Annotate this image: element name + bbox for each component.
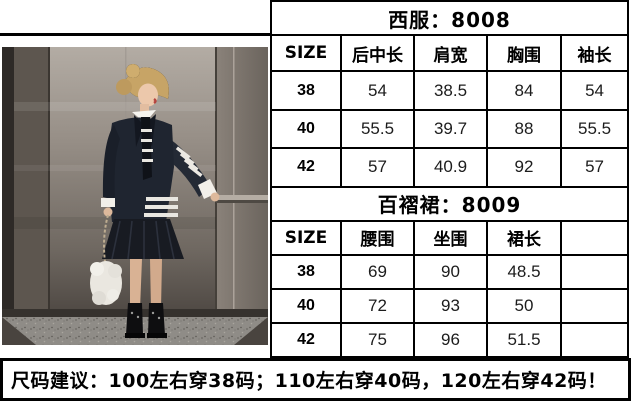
- table-cell: 84: [486, 70, 562, 111]
- column-header-empty: [559, 219, 630, 256]
- table-cell: 54: [559, 70, 630, 111]
- table2-header-row: SIZE 腰围 坐围 裙长: [270, 219, 630, 256]
- column-header-waist: 腰围: [340, 219, 415, 256]
- column-header-shoulder: 肩宽: [413, 34, 488, 73]
- table-cell: 69: [340, 253, 415, 290]
- table-cell: 38: [270, 253, 342, 290]
- striped-tie: [141, 117, 153, 180]
- table2-title: 百褶裙：8009: [269, 185, 630, 222]
- table-cell: 39.7: [413, 108, 488, 150]
- table2-title-row: 百褶裙：8009: [269, 185, 630, 222]
- table-cell: 57: [340, 147, 415, 188]
- elevator-scene-graphic: [2, 47, 268, 345]
- table1-title: 西服：8008: [269, 0, 630, 37]
- model-figure: [90, 64, 220, 338]
- column-header-bust: 胸围: [486, 34, 562, 73]
- table-cell: 38.5: [413, 70, 488, 111]
- table-cell: [559, 253, 630, 290]
- size-advice-banner: 尺码建议：100左右穿38码；110左右穿40码，120左右穿42码！: [0, 358, 631, 401]
- table1-row-38: 38 54 38.5 84 54: [270, 70, 630, 111]
- table-cell: 48.5: [486, 253, 562, 290]
- table2-row-38: 38 69 90 48.5: [270, 253, 630, 290]
- table-cell: 92: [486, 147, 562, 188]
- sweater-hem-stripes: [144, 197, 178, 217]
- column-header-size: SIZE: [270, 219, 342, 256]
- size-tables-panel: 西服：8008 SIZE 后中长 肩宽 胸围 袖长 38 54 38.5 84 …: [269, 0, 630, 359]
- table1-title-row: 西服：8008: [269, 0, 630, 37]
- table2-row-40: 40 72 93 50: [270, 287, 630, 324]
- table1-header-row: SIZE 后中长 肩宽 胸围 袖长: [270, 34, 630, 73]
- table-cell: 50: [486, 287, 562, 324]
- fluffy-bag: [90, 261, 122, 305]
- table2-row-42: 42 75 96 51.5: [270, 321, 630, 359]
- table-cell: 51.5: [486, 321, 562, 359]
- table1-row-40: 40 55.5 39.7 88 55.5: [270, 108, 630, 150]
- column-header-hip: 坐围: [413, 219, 488, 256]
- table-cell: 96: [413, 321, 488, 359]
- table1-row-42: 42 57 40.9 92 57: [270, 147, 630, 188]
- table-cell: 93: [413, 287, 488, 324]
- table-cell: 55.5: [559, 108, 630, 150]
- table-cell: 40.9: [413, 147, 488, 188]
- skirt-pleats: [111, 220, 175, 260]
- column-header-size: SIZE: [270, 34, 342, 73]
- table-cell: 90: [413, 253, 488, 290]
- boots: [125, 303, 167, 338]
- table-cell: [559, 287, 630, 324]
- table-cell: 75: [340, 321, 415, 359]
- title-row-divider-line: [0, 33, 273, 36]
- model-photo: [2, 47, 268, 345]
- table-cell: 72: [340, 287, 415, 324]
- table-cell: 42: [270, 147, 342, 188]
- table-cell: 54: [340, 70, 415, 111]
- column-header-skirt-length: 裙长: [486, 219, 562, 256]
- table-cell: [559, 321, 630, 359]
- table-cell: 40: [270, 108, 342, 150]
- four-bar-stripes: [175, 146, 203, 178]
- column-header-sleeve: 袖长: [559, 34, 630, 73]
- table-cell: 38: [270, 70, 342, 111]
- size-table: 西服：8008 SIZE 后中长 肩宽 胸围 袖长 38 54 38.5 84 …: [269, 0, 630, 359]
- table-cell: 88: [486, 108, 562, 150]
- table-cell: 42: [270, 321, 342, 359]
- size-advice-text: 尺码建议：100左右穿38码；110左右穿40码，120左右穿42码！: [11, 370, 607, 392]
- table-cell: 57: [559, 147, 630, 188]
- table-cell: 40: [270, 287, 342, 324]
- table-cell: 55.5: [340, 108, 415, 150]
- elevator-handrail: [216, 195, 268, 200]
- column-header-back-length: 后中长: [340, 34, 415, 73]
